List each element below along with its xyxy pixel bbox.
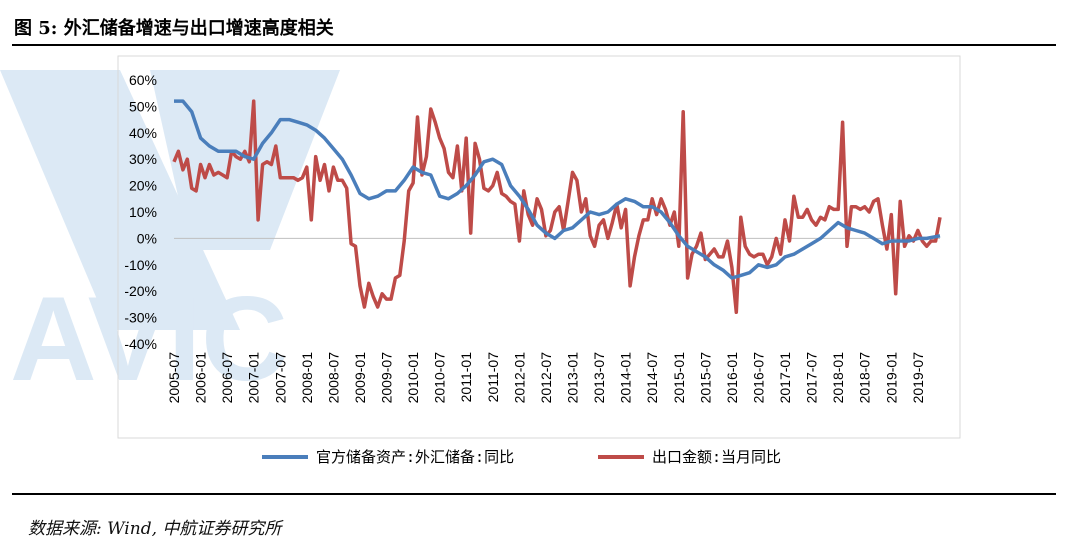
source-note: 数据来源: Wind, 中航证券研究所 (28, 519, 282, 539)
y-tick-label: 0% (137, 230, 157, 246)
x-tick-label: 2008-07 (325, 352, 341, 404)
y-tick-label: 10% (129, 204, 157, 220)
x-tick-label: 2017-07 (804, 352, 820, 404)
series-line-reserves (174, 99, 941, 280)
x-tick-label: 2007-01 (246, 352, 262, 404)
x-tick-label: 2009-07 (379, 352, 395, 404)
y-tick-label: 30% (129, 151, 157, 167)
x-tick-label: 2018-01 (830, 352, 846, 404)
x-tick-label: 2013-01 (564, 352, 580, 404)
y-tick-label: -10% (124, 257, 157, 273)
bottom-rule (12, 493, 1056, 495)
legend-label-exports: 出口金额:当月同比 (652, 448, 782, 466)
x-tick-label: 2014-01 (618, 352, 634, 404)
y-tick-label: -30% (124, 310, 157, 326)
watermark: AVIC (0, 70, 340, 406)
x-tick-label: 2017-01 (777, 352, 793, 404)
watermark-stripe-2 (150, 70, 340, 250)
x-tick-label: 2015-07 (697, 352, 713, 404)
x-tick-label: 2010-07 (432, 352, 448, 404)
x-tick-label: 2006-01 (193, 352, 209, 404)
top-rule (12, 44, 1056, 46)
x-tick-label: 2018-07 (857, 352, 873, 404)
x-tick-label: 2011-01 (458, 352, 474, 403)
x-tick-label: 2012-01 (511, 352, 527, 404)
watermark-stripe-1 (0, 70, 240, 330)
legend-item-reserves: 官方储备资产:外汇储备:同比 (262, 446, 514, 467)
x-tick-label: 2008-01 (299, 352, 315, 404)
y-axis: 60% 50% 40% 30% 20% 10% 0% -10% -20% -30% -40% (124, 72, 940, 352)
series-line-exports (172, 99, 942, 315)
y-tick-label: 60% (129, 72, 157, 88)
chart-frame (117, 55, 961, 439)
series-layer (172, 99, 942, 315)
y-tick-label: -40% (124, 336, 157, 352)
legend-swatch-reserves (262, 454, 308, 459)
figure-title: 图 5: 外汇储备增速与出口增速高度相关 (14, 18, 334, 39)
x-tick-label: 2019-07 (910, 352, 926, 404)
y-tick-label: 40% (129, 125, 157, 141)
x-tick-label: 2010-01 (405, 352, 421, 404)
x-tick-label: 2012-07 (538, 352, 554, 404)
x-tick-label: 2011-07 (485, 352, 501, 403)
x-tick-label: 2013-07 (591, 352, 607, 404)
legend-item-exports: 出口金额:当月同比 (598, 446, 781, 467)
x-tick-label: 2009-01 (352, 352, 368, 404)
x-tick-label: 2005-07 (166, 352, 182, 404)
x-tick-label: 2016-07 (750, 352, 766, 404)
x-tick-label: 2007-07 (272, 352, 288, 404)
watermark-text: AVIC (10, 272, 288, 406)
x-tick-label: 2019-01 (883, 352, 899, 404)
legend-label-reserves: 官方储备资产:外汇储备:同比 (316, 448, 515, 466)
x-tick-label: 2014-07 (644, 352, 660, 404)
x-tick-label: 2016-01 (724, 352, 740, 404)
x-tick-label: 2015-01 (671, 352, 687, 404)
x-axis: 2005-07 2006-01 2006-07 2007-01 2007-07 2008-… (166, 352, 926, 404)
y-tick-label: -20% (124, 283, 157, 299)
y-tick-label: 20% (129, 178, 157, 194)
legend-swatch-exports (598, 454, 644, 459)
y-tick-label: 50% (129, 98, 157, 114)
x-tick-label: 2006-07 (219, 352, 235, 404)
